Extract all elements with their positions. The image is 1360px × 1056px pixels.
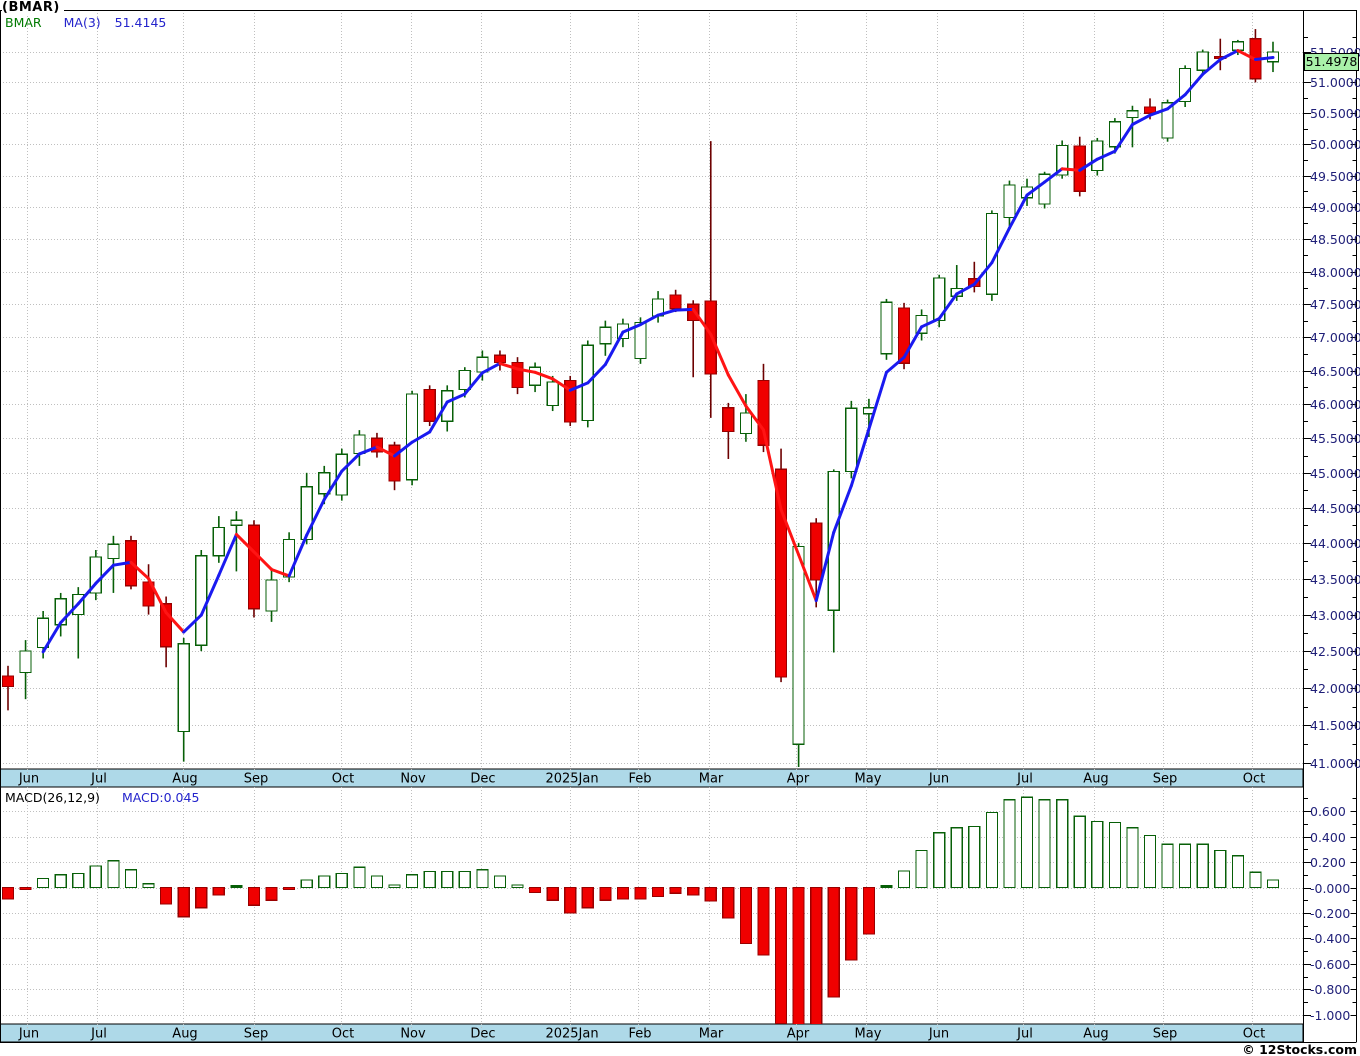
svg-text:50.0000: 50.0000: [1310, 137, 1360, 152]
svg-text:Nov: Nov: [400, 772, 426, 787]
svg-text:49.0000: 49.0000: [1310, 200, 1360, 215]
svg-text:Oct: Oct: [1243, 772, 1265, 787]
svg-text:41.5000: 41.5000: [1310, 718, 1360, 733]
svg-text:50.5000: 50.5000: [1310, 106, 1360, 121]
month-labels: Jun Jul Aug Sep Oct Nov Dec 2025Jan Feb Mar Apr May…: [18, 772, 1265, 1042]
svg-text:Jun: Jun: [18, 1027, 39, 1042]
page-title: (BMAR): [2, 0, 64, 15]
svg-text:Sep: Sep: [244, 1027, 269, 1042]
svg-text:2025Jan: 2025Jan: [545, 1027, 598, 1042]
svg-text:Jun: Jun: [18, 772, 39, 787]
svg-text:Jun: Jun: [928, 772, 949, 787]
ma-value: 51.4145: [114, 15, 167, 30]
svg-text:0.600: 0.600: [1310, 804, 1346, 819]
svg-text:May: May: [855, 1027, 882, 1042]
svg-text:Jul: Jul: [1016, 1027, 1033, 1042]
svg-text:44.0000: 44.0000: [1310, 536, 1360, 551]
candlestick-series: [1, 29, 1280, 767]
svg-text:51.0000: 51.0000: [1310, 75, 1360, 90]
macd-value: MACD:0.045: [121, 790, 200, 805]
svg-text:0.400: 0.400: [1310, 830, 1346, 845]
svg-text:Oct: Oct: [332, 1027, 354, 1042]
svg-text:49.5000: 49.5000: [1310, 169, 1360, 184]
svg-text:43.5000: 43.5000: [1310, 572, 1360, 587]
svg-text:42.0000: 42.0000: [1310, 681, 1360, 696]
svg-text:0.200: 0.200: [1310, 855, 1346, 870]
watermark-credit[interactable]: © 12Stocks.com: [1242, 1042, 1357, 1056]
svg-text:Aug: Aug: [1083, 772, 1108, 787]
svg-text:46.5000: 46.5000: [1310, 364, 1360, 379]
symbol-label: BMAR: [5, 15, 42, 30]
svg-text:-0.400: -0.400: [1310, 931, 1350, 946]
svg-text:45.0000: 45.0000: [1310, 466, 1360, 481]
svg-text:Oct: Oct: [332, 772, 354, 787]
svg-text:48.5000: 48.5000: [1310, 232, 1360, 247]
svg-text:48.0000: 48.0000: [1310, 265, 1360, 280]
svg-text:Jun: Jun: [928, 1027, 949, 1042]
svg-text:2025Jan: 2025Jan: [545, 772, 598, 787]
svg-text:May: May: [855, 772, 882, 787]
svg-text:Sep: Sep: [244, 772, 269, 787]
svg-text:Sep: Sep: [1153, 772, 1178, 787]
svg-text:Aug: Aug: [1083, 1027, 1108, 1042]
svg-text:Dec: Dec: [470, 1027, 495, 1042]
macd-histogram: [1, 796, 1280, 1024]
svg-text:Aug: Aug: [172, 1027, 197, 1042]
svg-text:-0.600: -0.600: [1310, 957, 1350, 972]
svg-text:Oct: Oct: [1243, 1027, 1265, 1042]
svg-text:Sep: Sep: [1153, 1027, 1178, 1042]
svg-text:Dec: Dec: [470, 772, 495, 787]
last-price-tag: 51.4978: [1304, 53, 1359, 71]
main-chart-legend: BMAR MA(3) 51.4145: [5, 15, 166, 30]
svg-text:47.0000: 47.0000: [1310, 330, 1360, 345]
svg-text:Mar: Mar: [699, 772, 724, 787]
svg-text:44.5000: 44.5000: [1310, 501, 1360, 516]
svg-text:-0.000: -0.000: [1310, 881, 1350, 896]
svg-text:45.5000: 45.5000: [1310, 431, 1360, 446]
svg-text:41.0000: 41.0000: [1310, 756, 1360, 771]
svg-text:Mar: Mar: [699, 1027, 724, 1042]
svg-text:Apr: Apr: [787, 772, 810, 787]
svg-text:Nov: Nov: [400, 1027, 426, 1042]
svg-text:42.5000: 42.5000: [1310, 644, 1360, 659]
svg-text:46.0000: 46.0000: [1310, 397, 1360, 412]
macd-label: MACD(26,12,9): [5, 790, 100, 805]
gridlines: [0, 10, 1303, 1042]
svg-text:Feb: Feb: [628, 1027, 651, 1042]
svg-text:Jul: Jul: [90, 772, 107, 787]
svg-text:43.0000: 43.0000: [1310, 608, 1360, 623]
svg-text:-0.200: -0.200: [1310, 906, 1350, 921]
ma-label: MA(3): [63, 15, 101, 30]
ma3-line: [41, 49, 1275, 654]
svg-text:Jul: Jul: [1016, 772, 1033, 787]
svg-text:-1.000: -1.000: [1310, 1008, 1350, 1023]
svg-text:-0.800: -0.800: [1310, 982, 1350, 997]
svg-text:Aug: Aug: [172, 772, 197, 787]
svg-text:Feb: Feb: [628, 772, 651, 787]
price-axis: 41.0000 41.5000 42.0000 42.5000 43.0000 43.50…: [1303, 37, 1360, 1023]
svg-text:Apr: Apr: [787, 1027, 810, 1042]
svg-text:Jul: Jul: [90, 1027, 107, 1042]
svg-text:47.5000: 47.5000: [1310, 297, 1360, 312]
macd-legend: MACD(26,12,9) MACD:0.045: [5, 790, 199, 805]
